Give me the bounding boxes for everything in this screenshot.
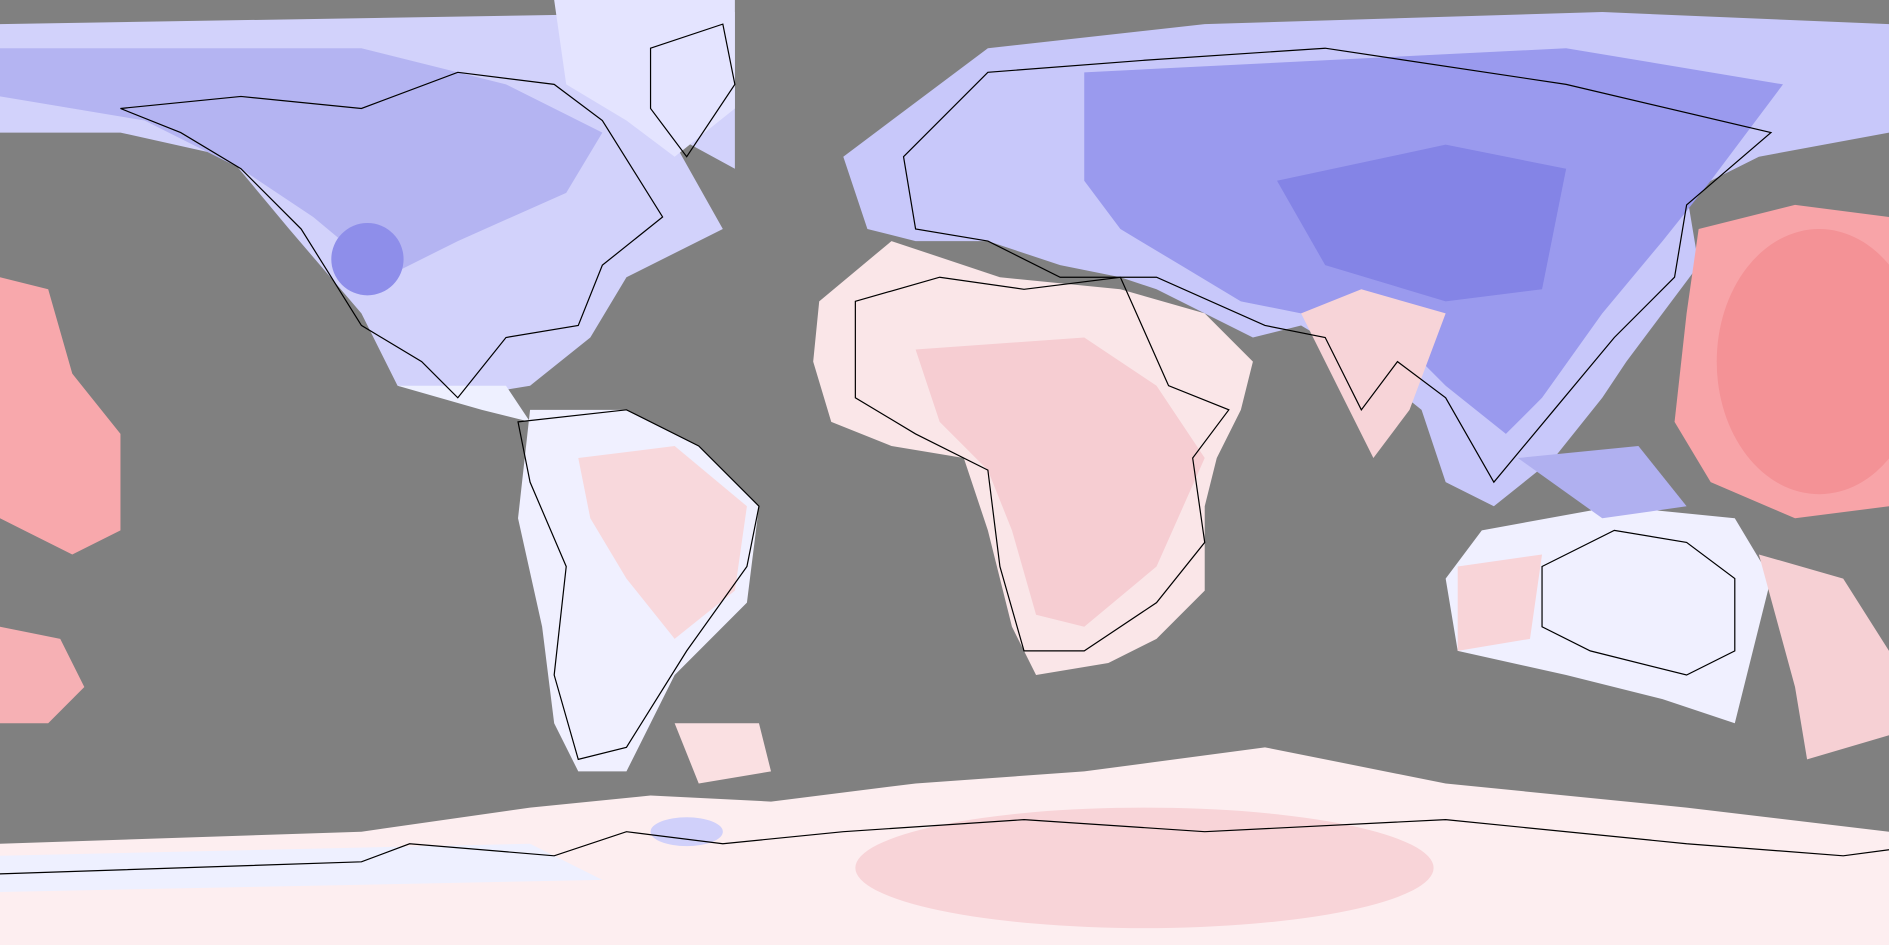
region [674,723,772,784]
region [1457,554,1543,651]
coastline [902,47,1773,484]
india [1301,289,1446,459]
region [397,385,531,422]
coastline [854,276,1230,652]
coastline [1541,529,1736,676]
antarctica [0,747,1889,945]
coastline [649,23,736,158]
greenland [554,0,735,157]
region [578,445,747,639]
region [0,277,121,555]
coastlines [0,23,1889,875]
oceania [1445,445,1889,760]
africa [813,241,1253,676]
region [855,807,1434,929]
coastline [120,71,664,399]
region [1716,229,1889,495]
eurasia [843,12,1889,507]
region [915,337,1205,627]
region [0,626,85,724]
coastline [517,409,760,761]
region [650,817,723,847]
coastline [0,819,1889,875]
region [0,843,603,892]
new-zealand [1758,554,1889,760]
region [1277,144,1567,302]
south-america [518,409,772,784]
pacific-anomaly [0,204,1889,724]
region [331,222,404,296]
region [1517,445,1687,519]
